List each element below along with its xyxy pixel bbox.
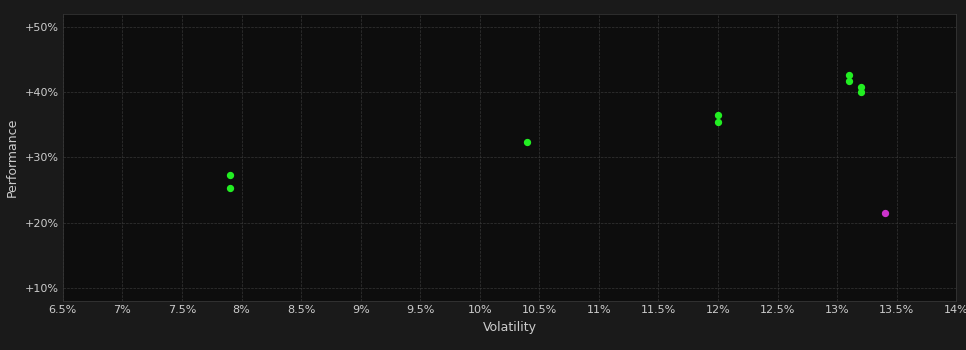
Point bbox=[222, 172, 238, 178]
Y-axis label: Performance: Performance bbox=[6, 118, 19, 197]
Point bbox=[222, 185, 238, 190]
Point bbox=[841, 72, 857, 77]
Point bbox=[520, 140, 535, 145]
Point bbox=[853, 90, 868, 95]
Point bbox=[710, 119, 725, 124]
Point bbox=[841, 78, 857, 83]
Point bbox=[877, 210, 893, 216]
X-axis label: Volatility: Volatility bbox=[483, 321, 536, 334]
Point bbox=[853, 84, 868, 90]
Point bbox=[710, 112, 725, 118]
